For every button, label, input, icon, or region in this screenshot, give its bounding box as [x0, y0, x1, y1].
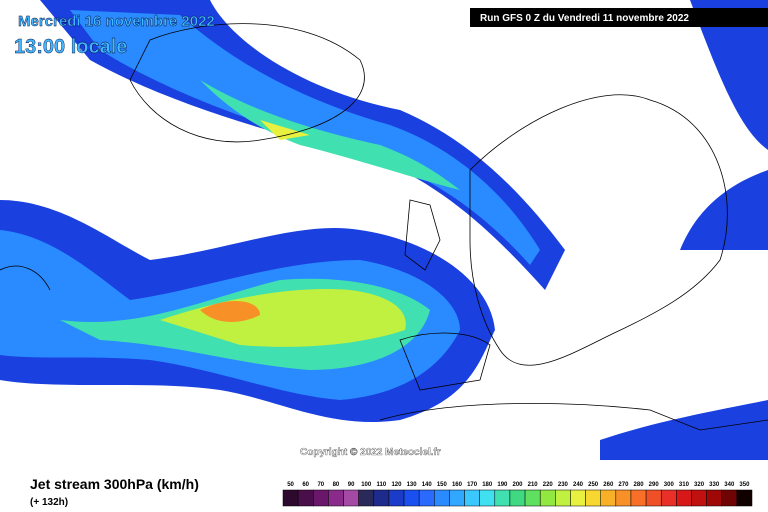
legend-swatch [539, 489, 556, 507]
legend-label: 210 [528, 482, 539, 488]
legend-label: 60 [302, 482, 309, 488]
legend-label: 320 [694, 482, 705, 488]
jet-stream-northeast [690, 0, 768, 150]
jet-stream-east [680, 170, 768, 250]
legend-label: 310 [679, 482, 690, 488]
legend-label: 250 [588, 482, 599, 488]
legend-swatch [449, 489, 465, 507]
jet-stream-south [0, 200, 495, 423]
legend-swatch [479, 489, 496, 507]
coastlines [0, 23, 768, 431]
legend-swatch [373, 489, 390, 507]
run: Run GFS 0 Z du Vendredi 11 novembre 2022 [480, 13, 689, 24]
legend-swatch [706, 489, 722, 507]
legend-label: 150 [437, 482, 448, 488]
date: Mercredi 16 novembre 2022 [18, 13, 215, 30]
legend-label: 280 [634, 482, 645, 488]
legend-label: 120 [391, 482, 402, 488]
legend-label: 80 [333, 482, 340, 488]
legend-swatch [328, 489, 344, 507]
legend-label: 350 [739, 482, 750, 488]
legend-swatch [660, 489, 677, 507]
jet-stream-southeast [600, 400, 768, 460]
legend-swatch [615, 489, 632, 507]
legend-swatch [434, 489, 450, 507]
legend-label: 340 [724, 482, 735, 488]
legend-swatch [585, 489, 601, 507]
legend-swatch [297, 489, 314, 507]
legend-label: 90 [348, 482, 355, 488]
legend-swatch [358, 489, 375, 507]
lead-time: (+ 132h) [30, 497, 68, 508]
legend-swatch [630, 489, 647, 507]
legend-swatch [691, 489, 707, 507]
legend-label: 260 [603, 482, 614, 488]
legend-label: 50 [287, 482, 294, 488]
legend-label: 330 [709, 482, 720, 488]
legend-swatch [570, 489, 586, 507]
legend-label: 100 [361, 482, 372, 488]
legend-swatch [343, 489, 359, 507]
legend-label: 70 [317, 482, 324, 488]
legend-swatch [555, 489, 571, 507]
legend-label: 190 [497, 482, 508, 488]
legend-swatch [494, 489, 511, 507]
legend-swatch [464, 489, 480, 507]
legend-swatch [600, 489, 617, 507]
run-box [470, 8, 768, 27]
legend-swatch [418, 489, 435, 507]
footer-title: Jet stream 300hPa (km/h) [30, 476, 199, 492]
legend: 50 60 70 80 90 100 110 120 130 140 150 160 170 180 190… [282, 482, 753, 507]
legend-swatch [313, 489, 329, 507]
legend-label: 300 [664, 482, 675, 488]
legend-label: 180 [482, 482, 493, 488]
jet-stream-north [40, 0, 565, 290]
legend-label: 160 [452, 482, 463, 488]
legend-label: 240 [573, 482, 584, 488]
legend-swatch [388, 489, 405, 507]
legend-swatch [645, 489, 662, 507]
legend-label: 140 [422, 482, 433, 488]
legend-swatch [736, 489, 753, 507]
legend-swatch [721, 489, 738, 507]
legend-label: 200 [512, 482, 523, 488]
legend-label: 170 [467, 482, 478, 488]
copyright: Copyright © 2022 Meteociel.fr [300, 447, 441, 458]
legend-swatch [509, 489, 526, 507]
legend-swatch [403, 489, 420, 507]
legend-label: 220 [543, 482, 554, 488]
legend-label: 290 [649, 482, 660, 488]
legend-swatch [676, 489, 692, 507]
legend-label: 110 [376, 482, 386, 488]
time: 13:00 locale [14, 36, 127, 58]
legend-label: 230 [558, 482, 569, 488]
legend-label: 130 [407, 482, 418, 488]
legend-swatch [282, 489, 299, 507]
legend-label: 270 [618, 482, 629, 488]
legend-swatch [524, 489, 541, 507]
